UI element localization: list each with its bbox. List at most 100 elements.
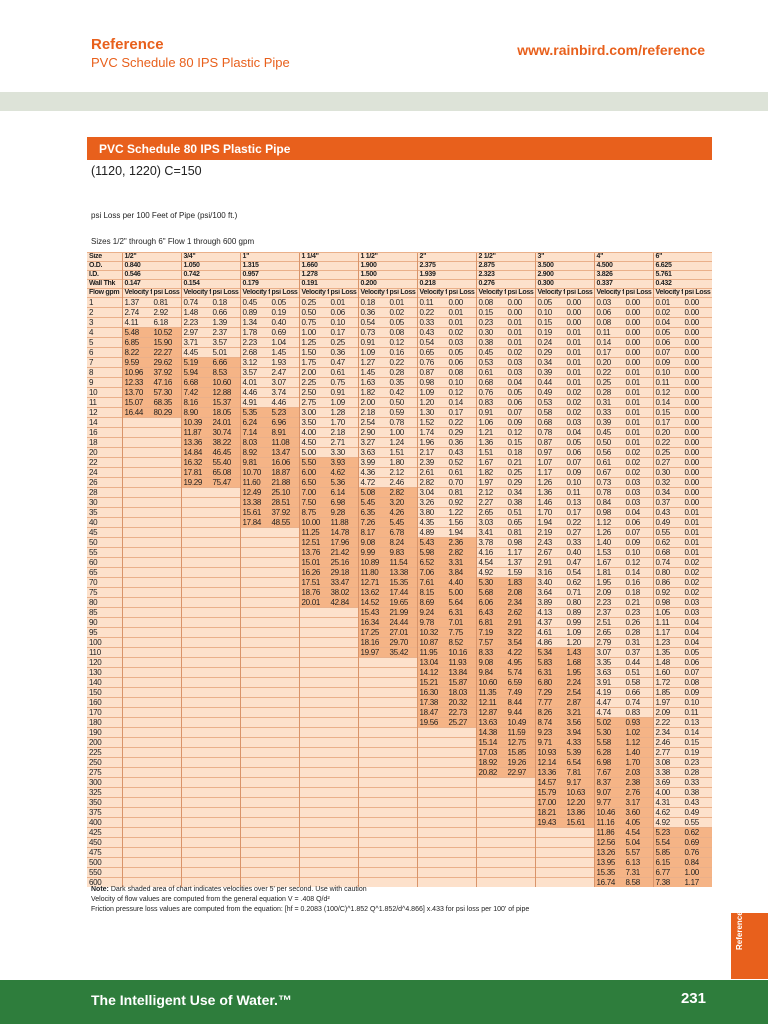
velocity-cell: 3.41 xyxy=(475,527,506,538)
empty-cell xyxy=(239,657,270,668)
empty-cell xyxy=(475,827,506,838)
empty-cell xyxy=(269,687,300,698)
empty-cell xyxy=(180,637,211,648)
empty-cell xyxy=(416,797,447,808)
table-body: 1 1.37 0.81 0.74 0.18 0.45 0.05 0.25 0.01 0.18 0.0… xyxy=(87,297,713,887)
empty-cell xyxy=(475,787,506,798)
psi-loss-cell: 2.47 xyxy=(269,367,300,378)
page-number: 231 xyxy=(680,990,706,1007)
url[interactable]: www.rainbird.com/reference xyxy=(517,42,705,58)
empty-cell xyxy=(416,737,447,748)
velocity-cell: 2.97 xyxy=(180,327,211,338)
velocity-cell: 0.08 xyxy=(475,297,506,308)
empty-cell xyxy=(269,787,300,798)
empty-cell xyxy=(210,577,241,588)
empty-cell xyxy=(180,547,211,558)
empty-cell xyxy=(151,857,182,868)
psi-loss-cell: 0.16 xyxy=(387,347,418,358)
velocity-cell: 2.23 xyxy=(593,597,624,608)
empty-cell xyxy=(180,677,211,688)
header-cell: 1.500 xyxy=(357,270,418,280)
velocity-cell: 9.24 xyxy=(416,607,447,618)
velocity-cell: 3.38 xyxy=(652,767,683,778)
velocity-cell: 4.36 xyxy=(357,467,388,478)
empty-cell xyxy=(121,647,152,658)
empty-cell xyxy=(387,677,418,688)
velocity-cell: 4.13 xyxy=(534,607,565,618)
empty-cell xyxy=(328,677,359,688)
psi-loss-cell: 0.36 xyxy=(446,437,477,448)
velocity-cell: 17.38 xyxy=(416,697,447,708)
empty-cell xyxy=(151,837,182,848)
empty-cell xyxy=(210,677,241,688)
psi-loss-cell: 0.09 xyxy=(623,537,654,548)
psi-loss-cell: 1.83 xyxy=(505,577,536,588)
psi-loss-cell: 1.43 xyxy=(564,647,595,658)
empty-cell xyxy=(210,707,241,718)
velocity-cell: 1.53 xyxy=(593,547,624,558)
empty-cell xyxy=(180,497,211,508)
psi-loss-cell: 0.18 xyxy=(505,447,536,458)
psi-loss-cell: 5.04 xyxy=(623,837,654,848)
empty-cell xyxy=(121,587,152,598)
velocity-cell: 1.51 xyxy=(475,447,506,458)
empty-cell xyxy=(239,747,270,758)
table-title: PVC Schedule 80 IPS Plastic Pipe xyxy=(99,142,291,156)
empty-cell xyxy=(387,667,418,678)
empty-cell xyxy=(298,657,329,668)
psi-loss-cell: 0.21 xyxy=(623,597,654,608)
empty-cell xyxy=(475,777,506,788)
psi-loss-cell: 5.01 xyxy=(210,347,241,358)
empty-cell xyxy=(151,617,182,628)
psi-loss-cell: 0.37 xyxy=(623,647,654,658)
data-row: 450 12.56 5.04 5.54 0.69 xyxy=(87,837,713,848)
flow-cell: 14 xyxy=(87,417,122,428)
flow-cell: 130 xyxy=(87,667,122,678)
data-row: 60 15.01 25.16 10.89 11.54 6.52 3.31 4.54 1.37 2.… xyxy=(87,557,713,568)
flow-cell: 65 xyxy=(87,567,122,578)
velocity-cell: 11.60 xyxy=(239,477,270,488)
data-row: 85 15.43 21.99 9.24 6.31 6.43 2.62 4.13 0.89 2.37… xyxy=(87,607,713,618)
psi-loss-cell: 0.28 xyxy=(387,367,418,378)
pipe-table: Size 1/2" 3/4" 1" 1 1/4" 1 1/2" 2" 2 1/2" 3" 4" 6"… xyxy=(87,252,713,887)
velocity-cell: 0.14 xyxy=(652,397,683,408)
velocity-cell: 1.27 xyxy=(357,357,388,368)
psi-loss-cell: 0.00 xyxy=(682,337,713,348)
velocity-cell: 0.84 xyxy=(593,497,624,508)
empty-cell xyxy=(298,677,329,688)
psi-loss-cell: 0.00 xyxy=(682,457,713,468)
psi-loss-cell: 4.05 xyxy=(623,817,654,828)
velocity-cell: 13.38 xyxy=(239,497,270,508)
psi-loss-cell: 42.84 xyxy=(328,597,359,608)
velocity-cell: 16.32 xyxy=(180,457,211,468)
velocity-cell: 7.19 xyxy=(475,627,506,638)
psi-loss-cell: 2.62 xyxy=(505,607,536,618)
velocity-cell: 0.62 xyxy=(652,537,683,548)
velocity-cell: 0.75 xyxy=(298,317,329,328)
empty-cell xyxy=(121,527,152,538)
velocity-cell: 9.71 xyxy=(534,737,565,748)
velocity-cell: 5.94 xyxy=(180,367,211,378)
empty-cell xyxy=(328,797,359,808)
psi-loss-cell: 0.47 xyxy=(328,357,359,368)
empty-cell xyxy=(151,427,182,438)
data-row: 300 14.57 9.17 8.37 2.38 3.69 0.33 xyxy=(87,777,713,788)
empty-cell xyxy=(121,537,152,548)
flow-cell: 16 xyxy=(87,427,122,438)
velocity-cell: 1.35 xyxy=(652,647,683,658)
empty-cell xyxy=(151,637,182,648)
psi-loss-cell: 0.47 xyxy=(564,557,595,568)
velocity-cell: 6.06 xyxy=(475,597,506,608)
psi-loss-cell: 6.59 xyxy=(505,677,536,688)
psi-loss-cell: 0.00 xyxy=(505,297,536,308)
empty-cell xyxy=(210,767,241,778)
empty-cell xyxy=(121,677,152,688)
psi-loss-cell: 0.15 xyxy=(505,437,536,448)
data-row: 400 19.43 15.61 11.16 4.05 4.92 0.55 xyxy=(87,817,713,828)
velocity-cell: 0.27 xyxy=(652,457,683,468)
data-row: 20 14.84 46.45 8.92 13.47 5.00 3.30 3.63 1.51 2.1… xyxy=(87,447,713,458)
velocity-cell: 1.63 xyxy=(357,377,388,388)
velocity-cell: 0.98 xyxy=(416,377,447,388)
velocity-cell: 12.49 xyxy=(239,487,270,498)
